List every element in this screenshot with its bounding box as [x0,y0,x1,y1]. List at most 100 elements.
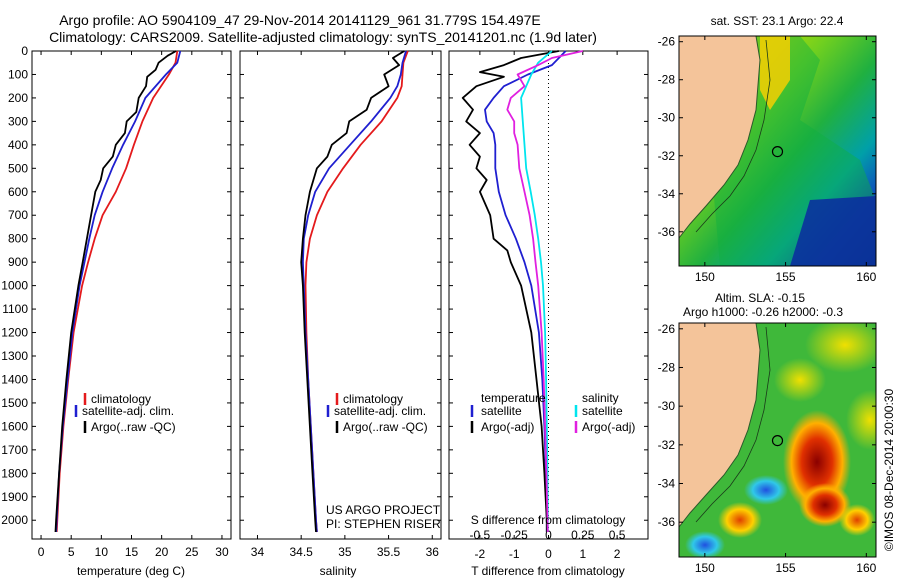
x-tick-label: 35 [338,545,352,559]
depth-tick-label: 2000 [1,513,28,527]
series-line-satellite [484,50,567,532]
x-tick-label: 0 [545,547,552,561]
map-y-tick-label: -30 [658,111,676,125]
sla-yellow-east [846,390,876,450]
sla-coastline [679,323,761,528]
series-line-argo-adj- [461,50,559,532]
depth-tick-label: 0 [21,44,28,58]
legend-label-satellite: satellite-adj. clim. [82,404,174,418]
map-y-tick-label: -26 [658,322,676,336]
sla-warm-sw [718,502,762,538]
map-y-tick-label: -36 [658,225,676,239]
salinity-legend: climatology satellite-adj. clim. Argo(..… [326,392,428,434]
sst-shelf-contour [695,39,771,233]
depth-tick-label: 800 [8,232,28,246]
x-tick-label: 20 [155,545,169,559]
x-tick-label: 34 [251,545,265,559]
legend-header-temperature: temperature [481,391,546,405]
depth-tick-label: 1900 [1,490,28,504]
legend-label-argo: Argo(..raw -QC) [343,420,428,434]
legend-label-argo-s: Argo(-adj) [582,420,635,434]
sst-land [679,36,760,238]
depth-tick-label: 1300 [1,349,28,363]
temperature-panel-frame [31,50,232,540]
series-line-argo-adj-salinity- [506,50,583,533]
sst-float-marker [771,146,784,158]
sst-field-cold-patch [790,196,876,266]
depth-tick-label: 1700 [1,443,28,457]
sst-map-frame [678,35,877,267]
map-x-tick-label: 160 [856,270,876,284]
salinity-panel: 34 34.5 35 35.5 36 salinity climatology sate… [239,50,442,578]
sla-map-frame [678,322,877,558]
imos-credit: ©IMOS 08-Dec-2014 20:00:30 [882,389,896,552]
depth-tick-label: 300 [8,114,28,128]
s-tick-label: 0.5 [609,528,626,542]
temperature-xlabel: temperature (deg C) [77,564,185,578]
depth-tick-label: 1000 [1,279,28,293]
map-y-tick-label: -34 [658,477,676,491]
map-x-tick-label: 150 [695,270,715,284]
legend-label-argo: Argo(..raw -QC) [91,420,176,434]
series-line-satellite-adj-clim- [302,50,407,533]
sla-yellow-north [805,323,876,373]
x-tick-label: 5 [68,545,75,559]
sla-map-field [679,323,876,557]
depth-tick-label: 400 [8,138,28,152]
x-tick-label: 2 [614,547,621,561]
legend-label-climatology: climatology [91,392,151,406]
series-line-argo-raw-qc- [300,50,405,533]
x-tick-label: 25 [185,545,199,559]
series-line-satellite-salinity- [520,50,553,532]
sla-cold-eddy [744,475,788,505]
figure-title-line1: Argo profile: AO 5904109_47 29-Nov-2014 … [59,12,541,28]
map-y-tick-label: -36 [658,515,676,529]
legend-header-salinity: salinity [582,391,619,405]
map-y-tick-label: -26 [658,35,676,49]
figure-title-line2: Climatology: CARS2009. Satellite-adjuste… [49,29,597,45]
project-note: US ARGO PROJECT [326,503,441,517]
s-tick-label: -0.5 [470,528,491,542]
depth-tick-label: 1600 [1,419,28,433]
map-y-tick-label: -32 [658,438,676,452]
salinity-plot-layer: 34 34.5 35 35.5 36 [240,50,441,559]
sla-yellow-mid [774,358,826,402]
depth-tick-label: 1400 [1,372,28,386]
depth-tick-label: 200 [8,91,28,105]
s-tick-label: -0.25 [501,528,529,542]
x-tick-label: 1 [579,547,586,561]
legend-label-argo-t: Argo(-adj) [481,420,534,434]
sst-map-axes: 150 155 160 -26 -28 -30 -32 -34 -36 [658,35,877,284]
map-y-tick-label: -28 [658,360,676,374]
s-tick-label: 0.25 [571,528,595,542]
depth-tick-label: 700 [8,208,28,222]
map-y-tick-label: -34 [658,187,676,201]
sla-shelf-contour [695,326,771,523]
sla-map-axes: 150 155 160 -26 -28 -30 -32 -34 -36 [658,322,877,575]
difference-legend: temperature satellite Argo(-adj) salinit… [470,391,635,434]
map-y-tick-label: -32 [658,149,676,163]
sst-coastline [679,36,761,239]
sla-land [679,323,760,527]
sla-map: Altim. SLA: -0.15 Argo h1000: -0.26 h200… [658,291,877,575]
salinity-xlabel: salinity [320,564,357,578]
depth-tick-label: 1800 [1,466,28,480]
x-tick-label: 15 [125,545,139,559]
series-line-climatology [55,50,179,533]
temperature-legend: climatology satellite-adj. clim. Argo(..… [74,392,176,434]
x-tick-label: 35.5 [377,545,401,559]
x-tick-label: -1 [509,547,520,561]
map-x-tick-label: 160 [856,561,876,575]
sst-map: sat. SST: 23.1 Argo: 22.4 150 155 160 -26 -2… [658,14,877,284]
salinity-panel-frame [239,50,442,540]
sla-cold-sw [685,531,725,557]
depth-axis: 0 100 200 300 400 500 600 700 800 900 1000 1100 1200… [1,44,28,527]
sst-map-title: sat. SST: 23.1 Argo: 22.4 [711,14,844,28]
map-x-tick-label: 150 [695,561,715,575]
map-x-tick-label: 155 [776,270,796,284]
depth-tick-label: 1100 [2,302,28,316]
x-tick-label: 30 [215,545,229,559]
depth-tick-label: 500 [8,161,28,175]
